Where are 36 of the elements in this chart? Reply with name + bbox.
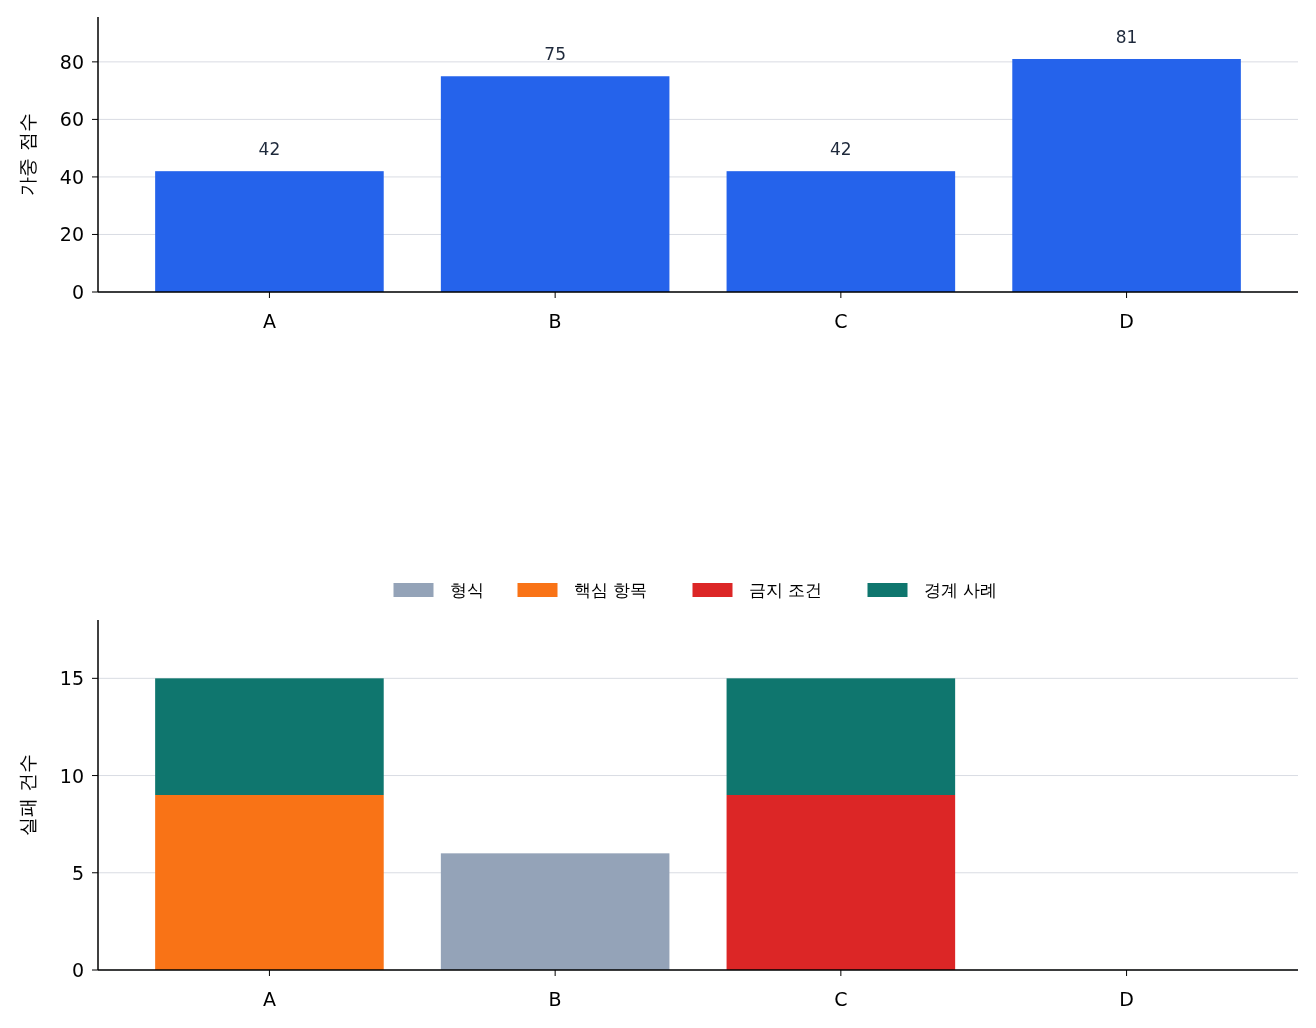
bar xyxy=(1012,59,1241,292)
legend-label: 금지 조건 xyxy=(748,580,822,600)
x-tick-label: A xyxy=(262,310,276,332)
x-tick-label: B xyxy=(548,310,562,332)
legend-label: 경계 사례 xyxy=(923,580,997,600)
x-tick-label: D xyxy=(1119,988,1134,1010)
bar xyxy=(440,76,670,292)
bar xyxy=(726,171,956,292)
x-tick-label: C xyxy=(834,988,848,1010)
legend-label: 형식 xyxy=(449,580,484,600)
bar xyxy=(155,171,384,292)
y-tick-label: 20 xyxy=(59,223,84,246)
y-tick-label: 0 xyxy=(71,959,84,981)
bar xyxy=(155,795,384,970)
data-label: 75 xyxy=(544,44,566,65)
x-tick-label: D xyxy=(1119,310,1134,332)
y-tick-label: 15 xyxy=(59,667,84,690)
y-tick-label: 5 xyxy=(71,861,84,884)
legend-label: 핵심 항목 xyxy=(573,580,647,600)
y-axis-title: 실패 건수 xyxy=(16,753,38,837)
bar xyxy=(726,795,956,970)
y-tick-label: 80 xyxy=(59,50,84,73)
data-label: 42 xyxy=(830,139,852,160)
x-tick-label: C xyxy=(834,310,848,332)
y-tick-label: 10 xyxy=(59,764,84,787)
y-tick-label: 60 xyxy=(59,108,84,131)
y-axis-title: 가중 점수 xyxy=(16,113,38,196)
x-tick-label: A xyxy=(262,988,276,1010)
bar xyxy=(155,678,384,795)
bar xyxy=(726,678,956,795)
y-tick-label: 40 xyxy=(59,165,84,188)
bar xyxy=(440,853,670,970)
data-label: 42 xyxy=(258,139,281,160)
x-tick-label: B xyxy=(548,988,562,1010)
y-tick-label: 0 xyxy=(71,281,84,303)
data-label: 81 xyxy=(1115,27,1138,47)
